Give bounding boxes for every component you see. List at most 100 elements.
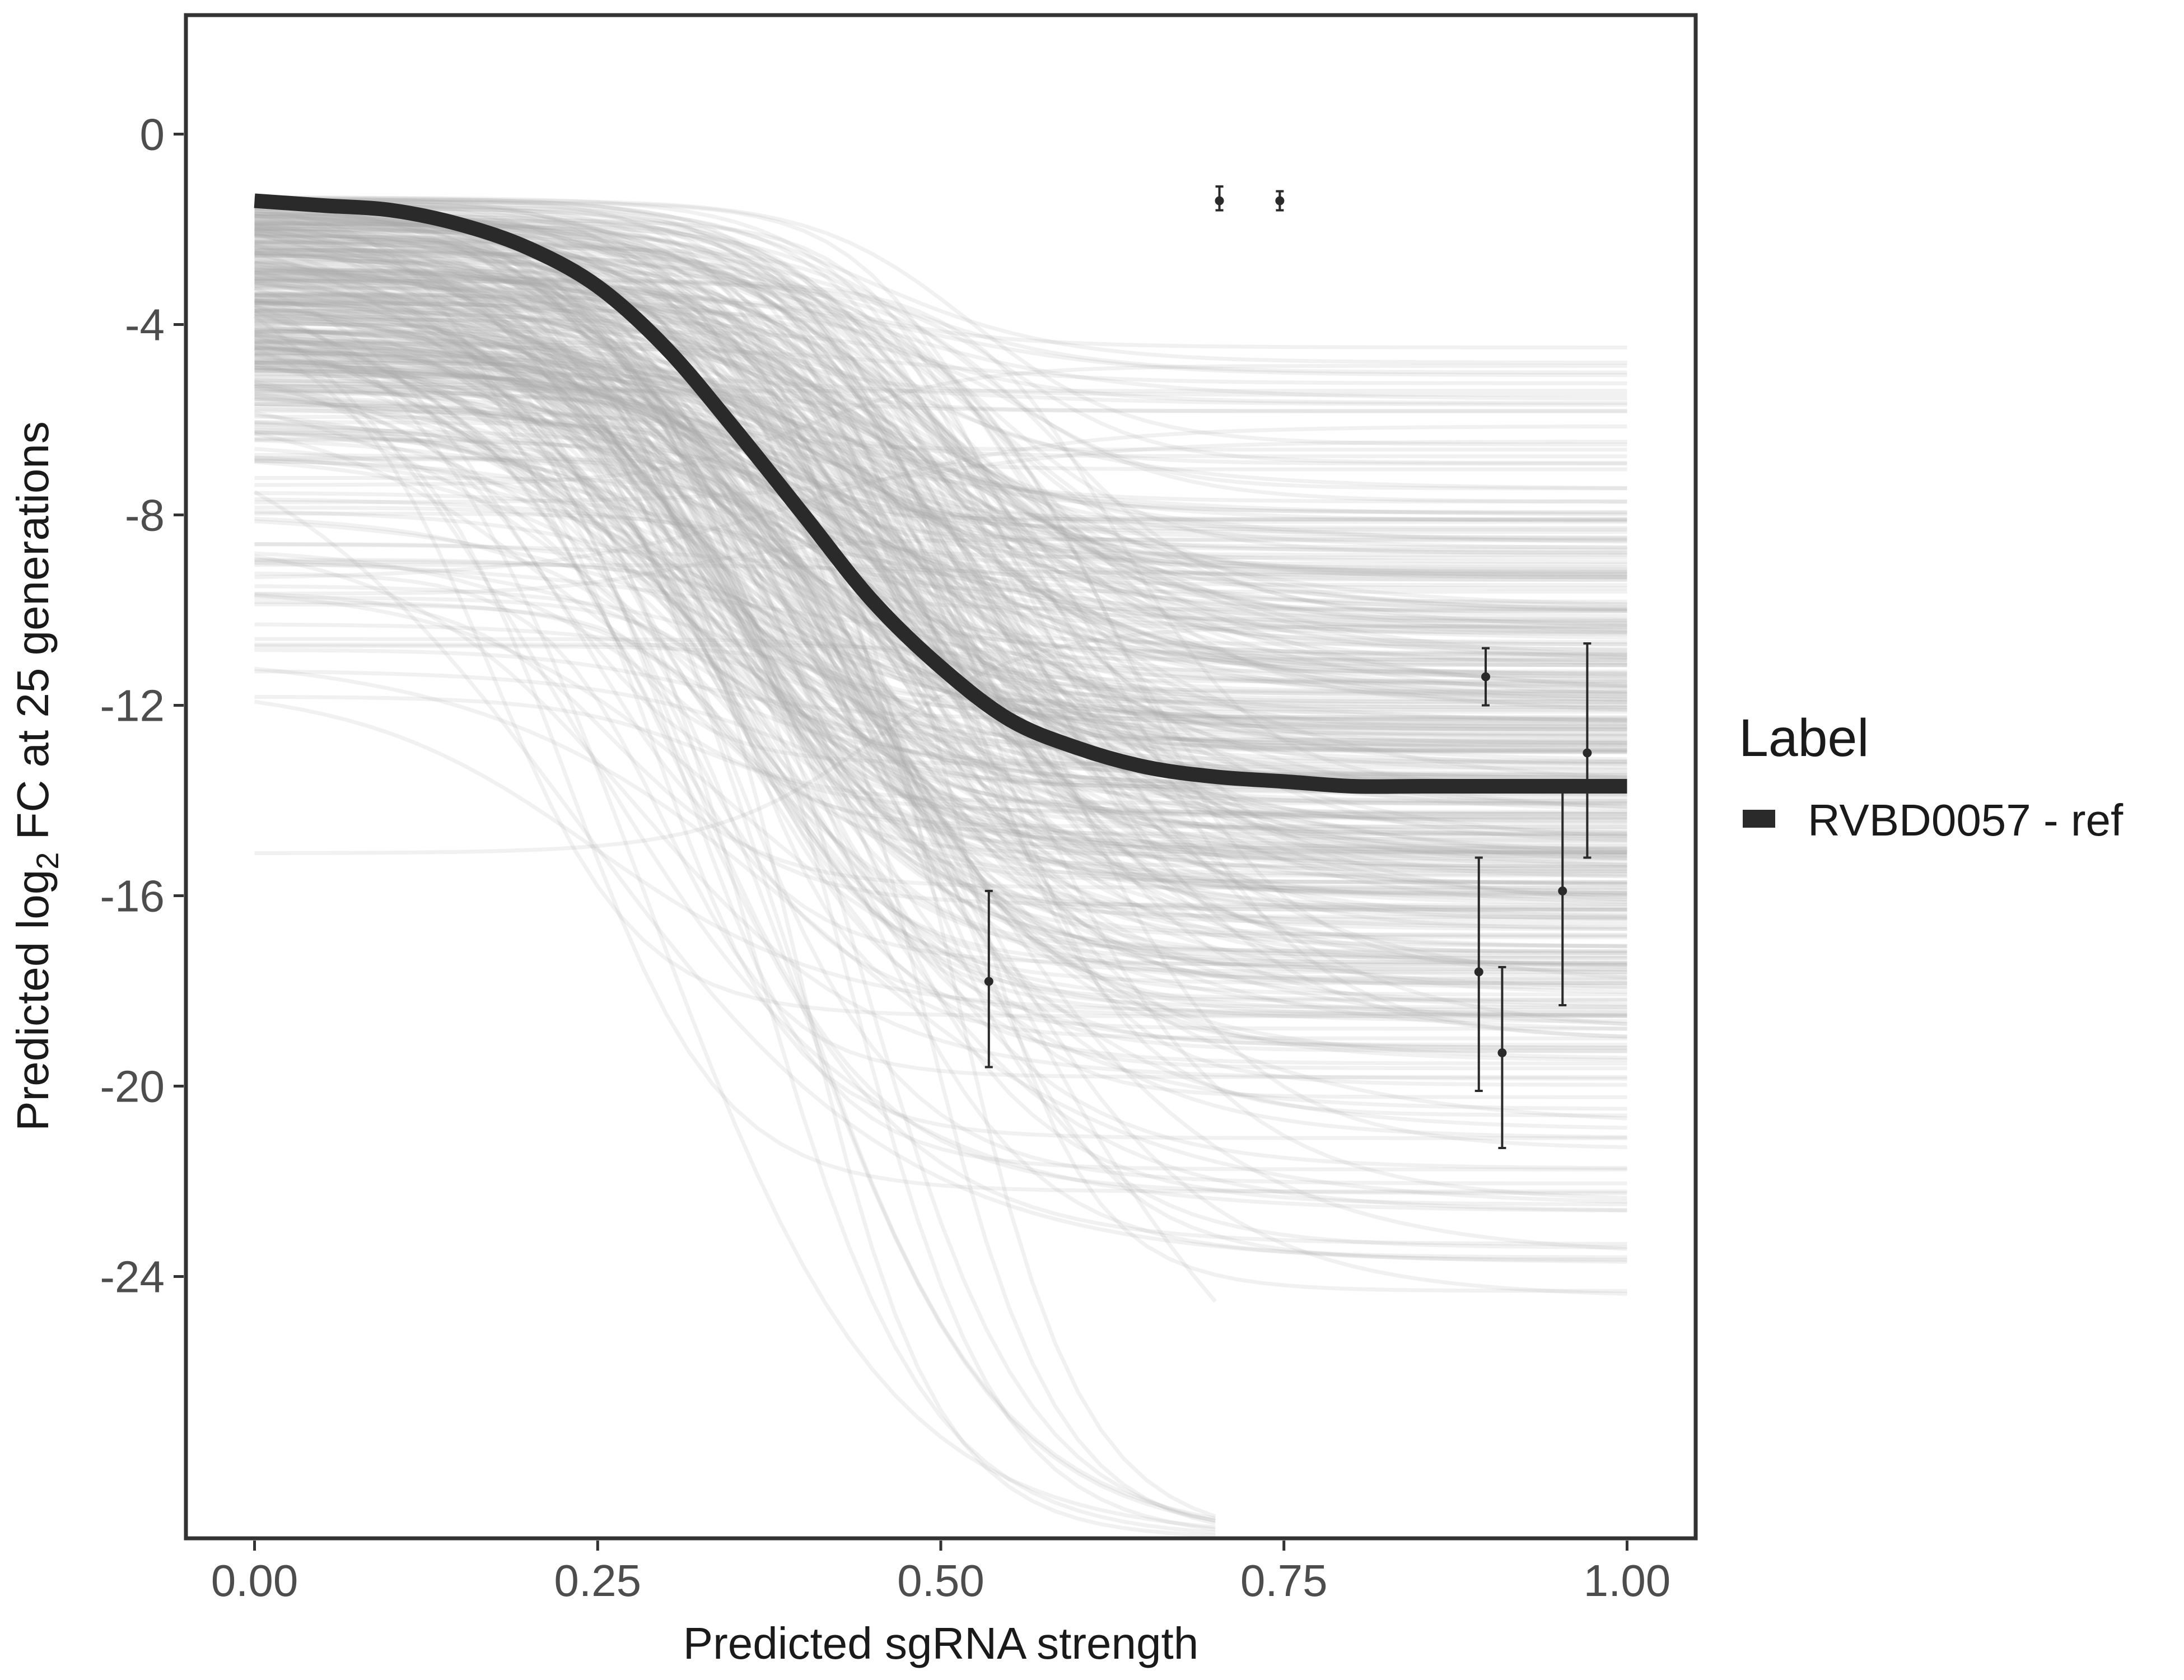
posterior-draw-line	[253, 314, 1627, 1213]
posterior-draw-line	[254, 255, 1627, 607]
posterior-draw-line	[254, 293, 1627, 689]
posterior-draw-line	[254, 236, 1627, 611]
observation-dot	[1497, 1048, 1507, 1057]
posterior-draw-line	[254, 270, 1627, 704]
posterior-draw-line	[254, 669, 1627, 874]
posterior-draw-line	[254, 391, 1627, 514]
posterior-draw-line	[254, 300, 1627, 857]
posterior-draw-line	[254, 241, 1627, 960]
posterior-draw-line	[254, 318, 1627, 829]
posterior-draw-line	[254, 309, 1627, 955]
posterior-draw-line	[254, 366, 1627, 967]
posterior-draw-line	[254, 228, 1627, 953]
posterior-draw-line	[254, 644, 1627, 779]
x-tick-label: 0.00	[211, 1556, 298, 1606]
posterior-draw-line	[254, 278, 1627, 788]
posterior-draw-line	[254, 261, 1627, 977]
posterior-draw-line	[254, 277, 1627, 618]
posterior-draw-line	[254, 396, 1627, 898]
posterior-draw-line	[254, 234, 1627, 633]
posterior-draw-line	[254, 250, 1627, 612]
posterior-draw-line	[254, 361, 1627, 582]
posterior-draw-line	[254, 227, 1217, 1303]
posterior-draw-line	[254, 254, 1627, 668]
posterior-draw-line	[254, 438, 1627, 579]
y-tick-label: -4	[125, 300, 165, 350]
posterior-draw-line	[254, 202, 1627, 490]
posterior-draw-line	[254, 298, 1627, 884]
posterior-draw-line	[254, 365, 1627, 967]
posterior-draw-line	[254, 460, 1627, 764]
posterior-draw-line	[254, 234, 1627, 349]
posterior-draw-line	[254, 265, 1627, 677]
posterior-draw-line	[254, 369, 1627, 407]
posterior-draw-line	[254, 456, 1627, 750]
posterior-draw-line	[254, 286, 1627, 912]
posterior-draw-line	[254, 241, 1627, 1186]
posterior-draw-line	[254, 213, 1627, 895]
posterior-draw-line	[254, 563, 1627, 613]
posterior-draw-line	[254, 338, 1627, 820]
posterior-draw-line	[254, 592, 1627, 890]
posterior-draw-line	[254, 292, 1627, 772]
posterior-draw-line	[254, 212, 1627, 626]
posterior-draw-line	[254, 596, 1627, 1071]
posterior-draw-line	[254, 329, 1627, 491]
posterior-draw-line	[254, 440, 1627, 505]
posterior-draw-line	[254, 231, 1627, 876]
posterior-draw-line	[254, 558, 1627, 1060]
posterior-draw-line	[254, 361, 1627, 753]
posterior-draw-line	[254, 253, 1627, 940]
posterior-draw-line	[254, 213, 1627, 854]
posterior-draw-line	[254, 397, 1627, 748]
posterior-draw-line	[254, 200, 1627, 752]
posterior-draw-line	[254, 245, 1627, 986]
posterior-draw-line	[254, 268, 1627, 949]
posterior-draw-line	[254, 323, 1627, 1018]
posterior-draw-line	[254, 231, 1627, 871]
posterior-draws	[253, 195, 1627, 1538]
posterior-draw-line	[254, 276, 1627, 714]
posterior-draw-line	[254, 282, 1627, 530]
posterior-draw-line	[254, 272, 1627, 853]
observation-point	[1215, 185, 1224, 212]
posterior-draw-line	[254, 264, 1627, 606]
posterior-draw-line	[254, 402, 1627, 517]
posterior-draw-line	[254, 295, 1627, 974]
posterior-draw-line	[254, 301, 1627, 972]
posterior-draw-line	[254, 195, 1627, 365]
posterior-draw-line	[254, 293, 1627, 604]
posterior-draw-line	[254, 301, 1627, 687]
posterior-draw-line	[254, 622, 1627, 804]
posterior-draw-line	[254, 511, 1627, 965]
posterior-draw-line	[254, 378, 1627, 1296]
posterior-draw-line	[254, 602, 1627, 1031]
y-tick-label: 0	[140, 110, 165, 160]
posterior-draw-line	[254, 230, 1627, 1121]
posterior-draw-line	[254, 231, 1627, 948]
posterior-draw-line	[254, 339, 1627, 960]
posterior-draw-line	[254, 387, 1627, 1259]
posterior-draw-line	[254, 309, 1627, 708]
posterior-draw-line	[254, 245, 1627, 660]
posterior-draw-line	[254, 291, 1627, 1039]
posterior-draw-line	[254, 343, 1627, 899]
posterior-draw-line	[254, 243, 1627, 906]
posterior-draw-line	[254, 584, 1627, 838]
posterior-draw-line	[254, 353, 1627, 737]
posterior-draw-line	[254, 253, 1627, 937]
posterior-draw-line	[254, 420, 1627, 634]
y-tick-label: -24	[100, 1252, 165, 1302]
posterior-draw-line	[254, 537, 1627, 596]
posterior-draw-line	[254, 269, 1627, 570]
posterior-draw-line	[254, 256, 1627, 660]
posterior-draw-line	[254, 273, 1627, 683]
posterior-draw-line	[254, 208, 1627, 543]
posterior-draw-line	[254, 304, 1627, 1050]
posterior-draw-line	[254, 328, 1627, 523]
posterior-draw-line	[254, 346, 1627, 864]
posterior-draw-line	[254, 346, 1627, 634]
posterior-draw-line	[254, 232, 1627, 723]
posterior-draw-line	[254, 303, 1216, 1529]
